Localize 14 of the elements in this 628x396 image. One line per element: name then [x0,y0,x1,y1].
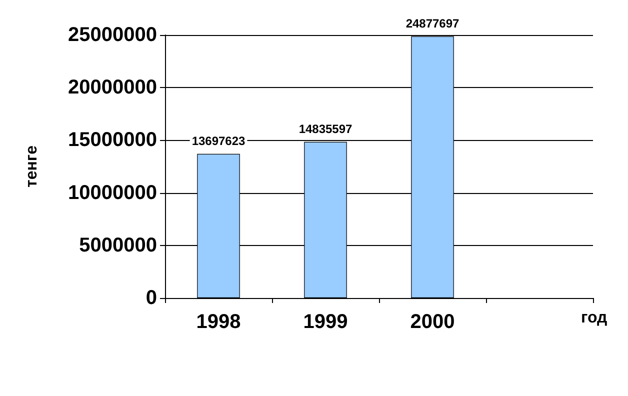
y-axis-title: тенге [24,145,40,188]
data-label: 13697623 [192,134,246,148]
x-tick-label: 2000 [410,311,455,333]
y-tick-label: 10000000 [68,182,157,204]
data-label: 24877697 [406,16,460,30]
x-tick-label: 1999 [303,311,348,333]
x-tick-label: 1998 [196,311,241,333]
y-tick-label: 0 [146,287,157,309]
y-tick-label: 20000000 [68,76,157,99]
data-label: 14835597 [298,122,353,136]
y-tick-label: 15000000 [68,129,157,152]
y-tick-label: 25000000 [68,24,157,46]
y-tick-label: 5000000 [79,234,157,256]
x-axis-title: год [581,310,608,326]
